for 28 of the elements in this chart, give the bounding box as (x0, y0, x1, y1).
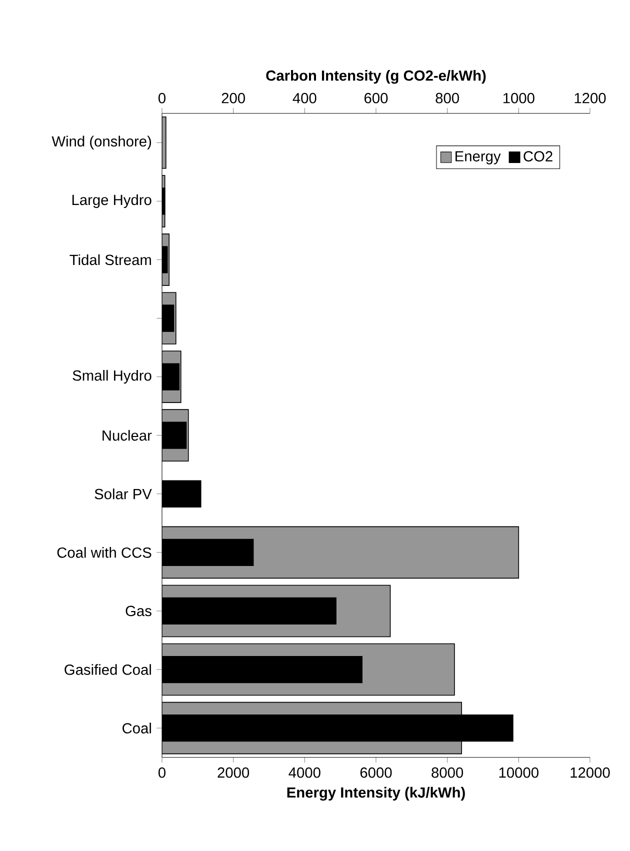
x2-tick-label: 0 (158, 92, 166, 104)
x-tick-label: 10000 (499, 767, 538, 778)
y-tick-label: Large Hydro (72, 194, 152, 208)
x-tick-label: 4000 (288, 767, 320, 778)
y-tick-label: Coal with CCS (57, 547, 152, 558)
y-tick-label: Nuclear (102, 430, 152, 441)
x-tick-label: 8000 (432, 767, 464, 778)
y-tick-label: Small Hydro (72, 370, 152, 384)
x-tick-label: 2000 (218, 767, 250, 778)
x-tick-label: 0 (158, 767, 166, 778)
y-tick-label: Tidal Stream (70, 254, 151, 266)
y-tick-label: Wind (onshore) (52, 136, 152, 150)
x2-tick-label: 800 (436, 92, 459, 104)
x-tick-label: 6000 (360, 767, 392, 778)
legend-label: Energy (456, 151, 501, 164)
x2-tick-label: 200 (222, 92, 245, 104)
y-tick-label: Gasified Coal (64, 664, 151, 675)
x2-tick-label: 1000 (503, 92, 534, 104)
x-tick-label: 12000 (570, 767, 610, 778)
x2-tick-label: 1200 (574, 92, 606, 104)
y-tick-label: Gas (126, 606, 152, 616)
y-tick-label: Coal (122, 722, 151, 734)
x2-tick-label: 600 (364, 92, 388, 104)
x2-axis-title: Carbon Intensity (g CO2-e/kWh) (266, 70, 486, 84)
y-tick-label: Solar PV (94, 488, 152, 500)
legend-label: CO2 (524, 151, 552, 162)
x-axis-title: Energy Intensity (kJ/kWh) (287, 786, 465, 801)
x2-tick-label: 400 (292, 92, 316, 104)
